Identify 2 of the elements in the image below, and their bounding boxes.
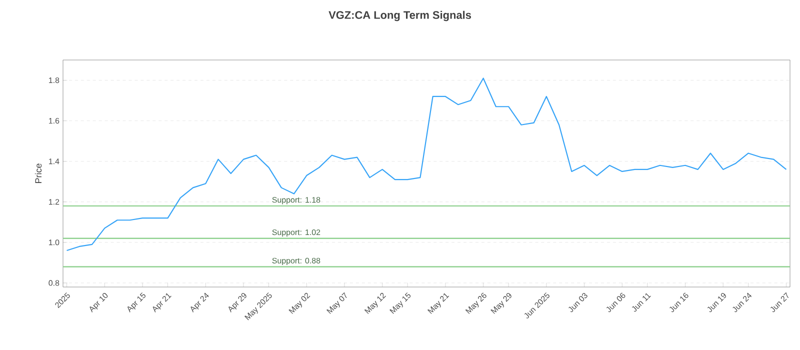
chart-title: VGZ:CA Long Term Signals — [328, 10, 471, 22]
y-axis-title: Price — [34, 164, 42, 183]
